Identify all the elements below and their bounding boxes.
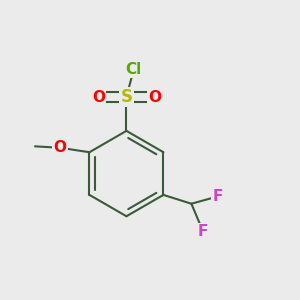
Text: S: S [120,88,132,106]
Text: F: F [198,224,208,239]
Text: O: O [148,89,161,104]
Text: F: F [213,189,223,204]
Text: O: O [92,89,105,104]
Text: Cl: Cl [126,61,142,76]
Text: O: O [53,140,67,155]
